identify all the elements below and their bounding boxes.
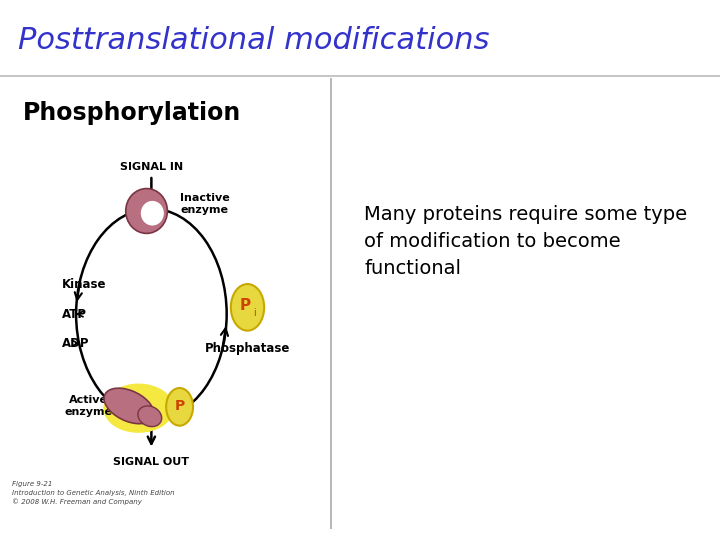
Text: SIGNAL IN: SIGNAL IN (120, 161, 183, 172)
Text: SIGNAL OUT: SIGNAL OUT (113, 457, 189, 468)
Text: Phosphatase: Phosphatase (204, 342, 290, 355)
Circle shape (231, 284, 264, 330)
Text: Phosphorylation: Phosphorylation (23, 101, 241, 125)
Text: Active
enzyme: Active enzyme (65, 395, 113, 417)
Circle shape (166, 388, 193, 426)
Text: Many proteins require some type
of modification to become
functional: Many proteins require some type of modif… (364, 205, 688, 278)
Text: ATP: ATP (62, 308, 86, 321)
Text: P: P (240, 298, 251, 313)
Text: ADP: ADP (62, 337, 89, 350)
Text: i: i (253, 308, 256, 318)
Text: P: P (174, 399, 185, 413)
Ellipse shape (126, 188, 167, 233)
Ellipse shape (104, 388, 154, 424)
Text: Kinase: Kinase (62, 279, 106, 292)
Ellipse shape (141, 201, 164, 226)
Ellipse shape (138, 406, 162, 427)
Text: Figure 9-21
Introduction to Genetic Analysis, Ninth Edition
© 2008 W.H. Freeman : Figure 9-21 Introduction to Genetic Anal… (12, 482, 175, 504)
Ellipse shape (104, 383, 174, 433)
Text: Inactive
enzyme: Inactive enzyme (180, 193, 230, 215)
Text: Posttranslational modifications: Posttranslational modifications (18, 25, 490, 55)
